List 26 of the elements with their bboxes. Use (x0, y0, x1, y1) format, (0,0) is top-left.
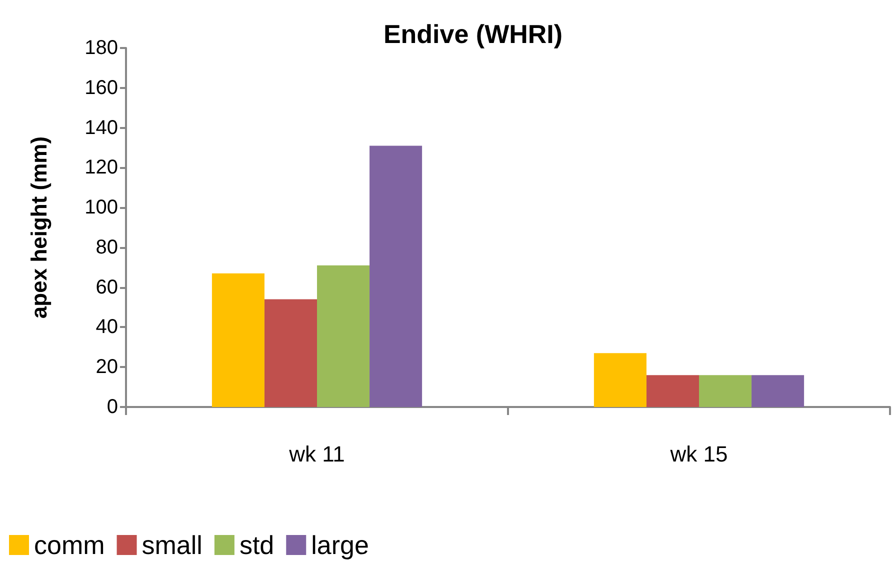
bar (646, 375, 699, 407)
legend-label: large (311, 530, 369, 560)
chart-title: Endive (WHRI) (383, 19, 563, 49)
y-tick-label: 40 (96, 316, 118, 338)
bar (699, 375, 752, 407)
bar (752, 375, 804, 407)
bar (370, 146, 422, 407)
y-tick-label: 160 (84, 76, 118, 99)
y-tick-label: 120 (84, 156, 118, 179)
y-tick-label: 80 (96, 236, 118, 258)
y-tick-label: 100 (84, 196, 118, 219)
bar (212, 273, 264, 407)
bar (317, 265, 370, 407)
y-tick-label: 60 (96, 276, 118, 298)
legend-label: std (239, 530, 274, 560)
y-tick-label: 20 (96, 356, 118, 378)
x-tick-label: wk 11 (288, 442, 345, 466)
y-tick-label: 180 (84, 37, 118, 59)
legend-label: small (142, 530, 202, 560)
y-axis-title: apex height (mm) (26, 136, 52, 319)
x-tick-label: wk 15 (669, 442, 728, 466)
y-tick-label: 140 (84, 116, 118, 139)
bar (264, 299, 317, 407)
y-tick-label: 0 (106, 396, 118, 418)
bar (594, 353, 646, 407)
legend-label: comm (34, 530, 105, 560)
